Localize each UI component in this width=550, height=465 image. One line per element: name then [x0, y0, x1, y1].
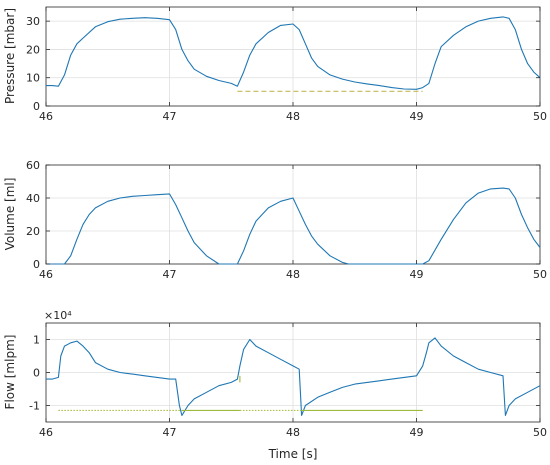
- volume-series: [46, 187, 541, 265]
- flow-grid: [46, 323, 540, 422]
- pressure-xtick-label: 48: [286, 110, 300, 123]
- flow-ytick-label: -1: [29, 400, 40, 413]
- pressure-ytick-label: 20: [26, 43, 40, 56]
- pressure-ytick-label: 0: [33, 100, 40, 113]
- flow-xtick-label: 47: [163, 426, 177, 439]
- volume-ticks: 46 47 48 49 50 0 20 40 60: [26, 159, 547, 281]
- pressure-xtick-label: 50: [533, 110, 547, 123]
- pressure-ytick-label: 30: [26, 15, 40, 28]
- flow-xtick-label: 49: [410, 426, 424, 439]
- volume-panel: 46 47 48 49 50 0 20 40 60 Volume [ml]: [3, 159, 547, 281]
- pressure-ytick-label: 10: [26, 72, 40, 85]
- flow-panel: 46 47 48 49 50 -1 0 1 Flow [mlpm] ×10⁴ Time [s]: [3, 309, 547, 461]
- flow-series-0: [46, 337, 541, 416]
- pressure-grid: [46, 7, 540, 106]
- volume-grid: [46, 165, 540, 264]
- flow-xtick-label: 50: [533, 426, 547, 439]
- pressure-series-0: [46, 16, 541, 90]
- flow-ytick-label: 1: [33, 334, 40, 347]
- pressure-series: [46, 16, 541, 92]
- flow-series: [46, 337, 541, 416]
- volume-xtick-label: 49: [410, 268, 424, 281]
- pressure-xtick-label: 49: [410, 110, 424, 123]
- volume-xtick-label: 47: [163, 268, 177, 281]
- volume-series-0: [46, 187, 541, 265]
- pressure-xtick-label: 46: [39, 110, 53, 123]
- flow-ticks: 46 47 48 49 50 -1 0 1: [29, 323, 547, 439]
- flow-ylabel: Flow [mlpm]: [3, 335, 17, 410]
- volume-ytick-label: 0: [33, 258, 40, 271]
- pressure-ticks: 46 47 48 49 50 0 10 20 30: [26, 7, 547, 123]
- volume-ytick-label: 20: [26, 225, 40, 238]
- flow-xtick-label: 48: [286, 426, 300, 439]
- volume-xtick-label: 46: [39, 268, 53, 281]
- pressure-panel: 46 47 48 49 50 0 10 20 30 Pressure [mbar]: [3, 6, 547, 123]
- pressure-ylabel: Pressure [mbar]: [3, 8, 17, 104]
- volume-xtick-label: 50: [533, 268, 547, 281]
- volume-ytick-label: 40: [26, 192, 40, 205]
- volume-ylabel: Volume [ml]: [3, 178, 17, 251]
- flow-ytick-label: 0: [33, 367, 40, 380]
- flow-exponent: ×10⁴: [44, 309, 72, 322]
- time-xlabel: Time [s]: [268, 447, 318, 461]
- volume-xtick-label: 48: [286, 268, 300, 281]
- volume-ytick-label: 60: [26, 159, 40, 172]
- pressure-xtick-label: 47: [163, 110, 177, 123]
- flow-xtick-label: 46: [39, 426, 53, 439]
